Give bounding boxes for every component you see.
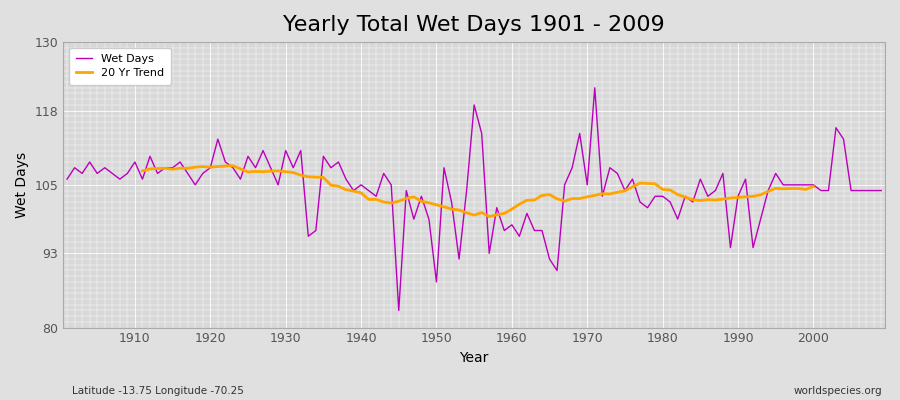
20 Yr Trend (710, 198, 721, 202)
Wet Days (333, 160, 344, 164)
20 Yr Trend (137, 168, 148, 173)
20 Yr Trend (808, 184, 819, 189)
Text: worldspecies.org: worldspecies.org (794, 386, 882, 396)
20 Yr Trend (348, 189, 359, 194)
Wet Days (288, 165, 299, 170)
Legend: Wet Days, 20 Yr Trend: Wet Days, 20 Yr Trend (68, 48, 171, 84)
Wet Days (507, 222, 517, 227)
20 Yr Trend (619, 188, 630, 193)
Line: 20 Yr Trend: 20 Yr Trend (142, 166, 814, 216)
20 Yr Trend (235, 166, 246, 171)
X-axis label: Year: Year (460, 351, 489, 365)
20 Yr Trend (725, 196, 736, 200)
Title: Yearly Total Wet Days 1901 - 2009: Yearly Total Wet Days 1901 - 2009 (284, 15, 665, 35)
20 Yr Trend (793, 186, 804, 191)
Wet Days (590, 85, 600, 90)
Y-axis label: Wet Days: Wet Days (15, 152, 29, 218)
20 Yr Trend (228, 163, 238, 168)
Wet Days (62, 177, 73, 182)
Wet Days (514, 234, 525, 239)
Line: Wet Days: Wet Days (68, 88, 881, 310)
Wet Days (612, 171, 623, 176)
Text: Latitude -13.75 Longitude -70.25: Latitude -13.75 Longitude -70.25 (72, 386, 244, 396)
Wet Days (393, 308, 404, 313)
Wet Days (876, 188, 886, 193)
Wet Days (122, 171, 133, 176)
20 Yr Trend (484, 214, 495, 219)
